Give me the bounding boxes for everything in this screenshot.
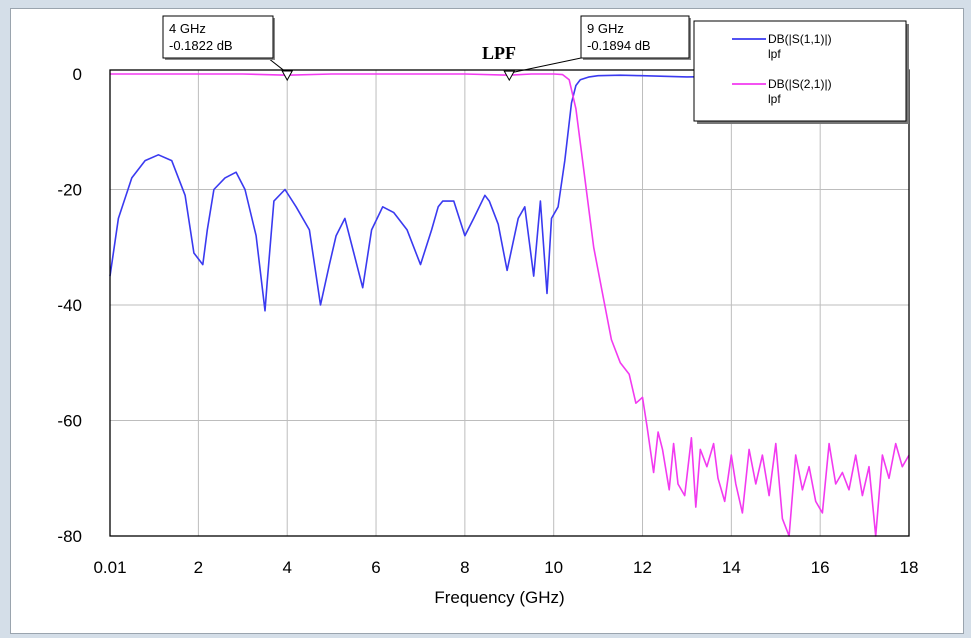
plot-border xyxy=(109,69,910,537)
x-tick-label: 4 xyxy=(282,558,291,577)
marker-leader-line xyxy=(509,57,582,74)
series-line-s21 xyxy=(110,73,910,537)
x-axis-title: Frequency (GHz) xyxy=(434,588,564,607)
plot-area xyxy=(110,70,909,536)
legend-box xyxy=(693,20,907,122)
legend-entry-sub: lpf xyxy=(768,47,781,61)
chart-title-lpf: LPF xyxy=(482,43,516,63)
marker-freq-label: 4 GHz xyxy=(169,21,206,36)
legend-entry-sub: lpf xyxy=(768,92,781,106)
x-tick-label: 16 xyxy=(811,558,830,577)
legend-entry-name: DB(|S(2,1)|) xyxy=(768,77,832,91)
y-tick-label: -40 xyxy=(57,296,82,315)
series-line-s11 xyxy=(109,74,910,312)
x-tick-label: 10 xyxy=(544,558,563,577)
x-tick-label: 18 xyxy=(900,558,919,577)
marker-box xyxy=(580,15,690,59)
y-tick-label: -20 xyxy=(57,181,82,200)
x-tick-label: 14 xyxy=(722,558,741,577)
legend-entry-name: DB(|S(1,1)|) xyxy=(768,32,832,46)
x-tick-label: 2 xyxy=(194,558,203,577)
chart-frame: 0.01 2 4 6 8 10 12 14 16 18 0 -20 -40 -60 -80 Frequency… xyxy=(10,8,964,634)
marker-value-label: -0.1894 dB xyxy=(587,38,651,53)
x-tick-label: 12 xyxy=(633,558,652,577)
y-tick-label: -60 xyxy=(57,412,82,431)
x-tick-label: 0.01 xyxy=(93,558,126,577)
y-tick-label: -80 xyxy=(57,527,82,546)
marker-freq-label: 9 GHz xyxy=(587,21,624,36)
chart-svg: 0.01 2 4 6 8 10 12 14 16 18 0 -20 -40 -60 -80 Frequency… xyxy=(57,15,919,607)
y-tick-label: 0 xyxy=(73,65,82,84)
marker-box xyxy=(162,15,274,59)
marker-leader-line xyxy=(267,57,288,74)
marker-value-label: -0.1822 dB xyxy=(169,38,233,53)
marker-triangle[interactable] xyxy=(503,70,516,82)
marker-triangle[interactable] xyxy=(281,70,294,82)
x-tick-label: 6 xyxy=(371,558,380,577)
x-tick-label: 8 xyxy=(460,558,469,577)
